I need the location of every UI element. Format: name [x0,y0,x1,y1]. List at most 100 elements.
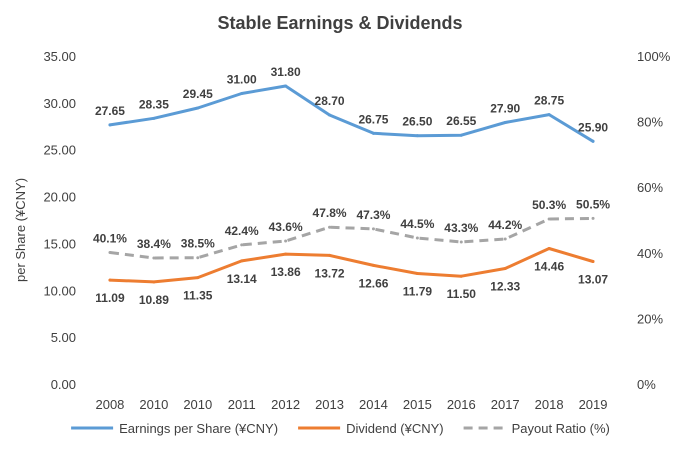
y2-tick-label: 0% [637,377,656,392]
data-point [371,263,375,267]
legend-item: Payout Ratio (%) [463,421,610,436]
y2-tick-label: 60% [637,180,663,195]
x-axis-ticks: 2008 2010 2010 2011 2012 2013 2014 2015 2016 2017… [95,397,607,412]
data-label: 29.45 [183,87,213,101]
legend: Earnings per Share (¥CNY) Dividend (¥CNY)… [71,421,610,436]
data-point [459,133,463,137]
data-point [240,259,244,263]
x-tick-label: 2018 [535,397,564,412]
data-point [415,134,419,138]
chart-title: Stable Earnings & Dividends [217,13,462,33]
data-point [284,84,288,88]
x-tick-label: 2015 [403,397,432,412]
x-tick-label: 2017 [491,397,520,412]
data-point [547,217,551,221]
data-label: 50.5% [576,197,610,211]
data-label: 31.80 [271,65,301,79]
data-label: 28.75 [534,94,564,108]
data-label: 38.4% [137,237,171,251]
data-point [152,256,156,260]
x-tick-label: 2019 [579,397,608,412]
series-line-0 [108,84,595,143]
data-labels: 27.65 28.35 29.45 31.00 31.80 28.70 26.75 26.50… [93,65,610,307]
data-point [371,131,375,135]
data-label: 42.4% [225,224,259,238]
y-tick-label: 30.00 [43,96,76,111]
data-label: 26.55 [446,114,476,128]
data-label: 43.3% [444,221,478,235]
y2-tick-label: 40% [637,246,663,261]
y-tick-label: 5.00 [51,330,76,345]
data-label: 10.89 [139,293,169,307]
y-tick-label: 15.00 [43,236,76,251]
data-point [196,256,200,260]
data-label: 27.65 [95,104,125,118]
x-tick-label: 2010 [139,397,168,412]
data-label: 44.2% [488,218,522,232]
data-point [503,266,507,270]
data-label: 44.5% [400,217,434,231]
data-label: 26.50 [402,115,432,129]
data-point [459,240,463,244]
data-label: 13.07 [578,273,608,287]
x-tick-label: 2012 [271,397,300,412]
data-label: 13.86 [271,265,301,279]
y-tick-label: 10.00 [43,283,76,298]
data-label: 38.5% [181,237,215,251]
data-label: 11.50 [447,287,477,301]
data-point [371,227,375,231]
data-point [108,250,112,254]
data-point [328,225,332,229]
data-label: 11.79 [403,285,433,299]
data-label: 27.90 [490,102,520,116]
data-point [108,123,112,127]
data-label: 43.6% [269,220,303,234]
y-tick-label: 25.00 [43,143,76,158]
data-label: 13.72 [315,266,345,280]
x-tick-label: 2014 [359,397,388,412]
series-line-2 [109,216,594,260]
data-label: 31.00 [227,72,257,86]
data-label: 50.3% [532,198,566,212]
data-label: 47.3% [356,208,390,222]
data-label: 11.35 [183,289,213,303]
legend-label: Payout Ratio (%) [512,421,610,436]
legend-item: Dividend (¥CNY) [298,421,444,436]
series-layer [108,84,595,284]
data-point [503,237,507,241]
x-tick-label: 2011 [228,397,256,412]
data-label: 28.70 [315,94,345,108]
y2-axis-ticks: 0% 20% 40% 60% 80% 100% [637,49,671,392]
data-label: 13.14 [227,272,257,286]
data-point [591,139,595,143]
y-axis-ticks: 0.00 5.00 10.00 15.00 20.00 25.00 30.00 35.00 [43,49,76,392]
y2-tick-label: 80% [637,115,663,130]
data-label: 14.46 [534,259,564,273]
data-label: 47.8% [313,206,347,220]
series-line-1 [108,247,595,284]
y-tick-label: 0.00 [51,377,76,392]
data-point [108,278,112,282]
data-label: 12.66 [358,276,388,290]
x-tick-label: 2010 [183,397,212,412]
x-tick-label: 2016 [447,397,476,412]
data-point [196,106,200,110]
data-label: 40.1% [93,231,127,245]
data-point [240,91,244,95]
data-point [240,243,244,247]
y2-tick-label: 20% [637,311,663,326]
data-point [284,252,288,256]
x-tick-label: 2008 [95,397,124,412]
data-point [591,260,595,264]
data-label: 28.35 [139,97,169,111]
data-label: 11.09 [95,291,125,305]
data-point [591,216,595,220]
data-point [415,236,419,240]
data-label: 12.33 [490,279,520,293]
legend-label: Earnings per Share (¥CNY) [119,421,278,436]
y2-tick-label: 100% [637,49,671,64]
data-point [415,272,419,276]
data-point [503,121,507,125]
data-point [152,116,156,120]
